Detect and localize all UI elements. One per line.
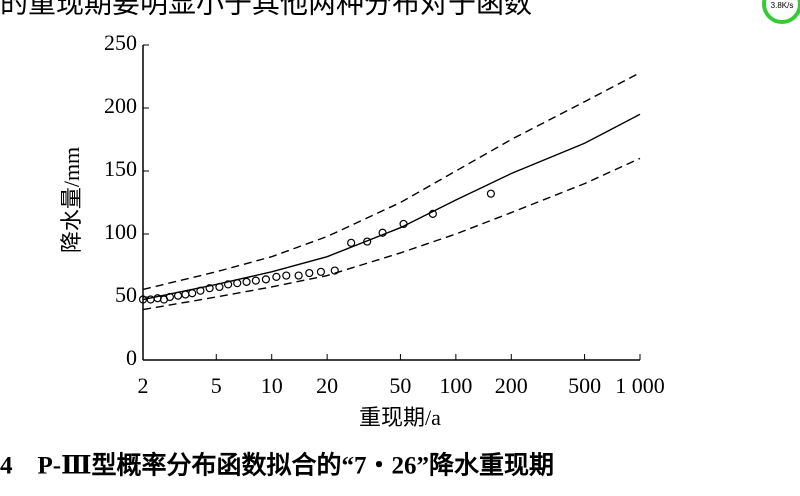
page-text: 的重现期要明显小于其他两种分布对于函数 (0, 0, 532, 19)
x-tick-label: 500 (568, 373, 601, 398)
data-point (486, 189, 496, 198)
data-point (363, 237, 372, 246)
data-point (146, 295, 155, 304)
x-tick-label: 2 (138, 373, 149, 398)
data-point (399, 219, 408, 229)
data-point (138, 295, 148, 304)
data-point (181, 290, 190, 299)
data-point (188, 289, 197, 298)
data-point (378, 228, 387, 237)
dashed-curve (142, 72, 641, 291)
y-tick-label: 250 (104, 30, 137, 55)
data-point (294, 271, 303, 280)
x-tick-label: 50 (389, 373, 411, 398)
data-point (233, 279, 242, 288)
data-point (347, 238, 356, 247)
data-point (428, 209, 437, 218)
data-point (316, 267, 326, 276)
data-point (305, 268, 314, 278)
data-point (242, 277, 251, 286)
dashed-curve (142, 157, 641, 311)
data-point (282, 271, 291, 280)
x-tick-label: 1 000 (615, 373, 665, 398)
y-tick-label: 100 (104, 219, 137, 244)
x-tick-label: 100 (439, 373, 472, 398)
data-point (330, 266, 339, 275)
y-tick-label: 200 (104, 93, 137, 118)
x-tick-label: 5 (211, 373, 222, 398)
status-badge (762, 0, 800, 24)
y-tick-label: 0 (126, 345, 137, 370)
data-point (224, 280, 233, 289)
data-point (196, 286, 205, 295)
data-point (205, 284, 214, 293)
x-tick-label: 10 (261, 373, 283, 398)
data-point (215, 282, 224, 292)
x-tick-label: 20 (316, 373, 338, 398)
x-tick-label: 200 (495, 373, 528, 398)
data-point (251, 276, 260, 285)
figure-caption: 4 P-Ⅲ型概率分布函数拟合的“7・26”降水重现期 (0, 451, 554, 480)
data-point (272, 272, 281, 281)
data-point (261, 275, 271, 284)
status-badge-text: 3.8K/s (771, 1, 794, 10)
y-tick-label: 50 (115, 282, 137, 307)
y-axis-label: 降水量/mm (59, 147, 84, 253)
y-tick-label: 150 (104, 156, 137, 181)
data-point (165, 292, 175, 302)
data-point (173, 291, 183, 300)
x-axis-label: 重现期/a (359, 405, 441, 430)
